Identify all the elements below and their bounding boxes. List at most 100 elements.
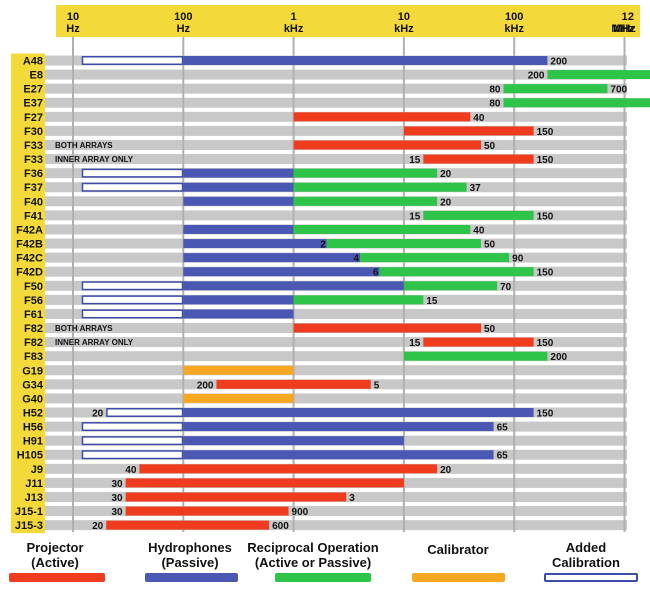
bar-projector xyxy=(139,464,438,474)
bar-hydrophone xyxy=(183,267,380,277)
legend-label-line1: Hydrophones xyxy=(148,540,232,555)
end-label: 40 xyxy=(473,225,485,236)
device-name: H56 xyxy=(23,422,43,434)
bar-hydrophone xyxy=(183,168,294,178)
bar-reciprocal xyxy=(293,295,424,305)
tick-label-value: 10 xyxy=(398,11,410,23)
legend-swatch-projector xyxy=(9,573,105,582)
bar-reciprocal xyxy=(503,84,608,94)
bar-calibrator xyxy=(183,393,294,403)
bar-added-calibration xyxy=(81,168,184,178)
bar-reciprocal xyxy=(293,224,471,234)
legend-label-line1: Projector xyxy=(26,540,84,555)
start-label: 30 xyxy=(112,507,124,518)
bar-hydrophone xyxy=(183,239,327,249)
device-name: J9 xyxy=(31,464,43,476)
bar-reciprocal xyxy=(423,210,534,220)
start-label: 15 xyxy=(409,155,421,166)
bar-reciprocal xyxy=(293,182,467,192)
legend-swatch-added xyxy=(544,573,638,582)
start-label: 20 xyxy=(92,409,104,420)
row-note: INNER ARRAY ONLY xyxy=(55,338,134,347)
bar-projector xyxy=(293,140,481,150)
bar-projector xyxy=(216,379,371,389)
device-name: F36 xyxy=(24,168,43,180)
end-label: 700 xyxy=(610,85,627,96)
row-stripe xyxy=(45,125,627,136)
bar-hydrophone xyxy=(183,436,404,446)
device-name: J11 xyxy=(25,478,43,490)
end-label: 150 xyxy=(537,338,554,349)
device-name: F33 xyxy=(24,154,43,166)
legend-label-calibrator: Calibrator xyxy=(378,542,538,557)
bar-hydrophone xyxy=(183,224,294,234)
bar-hydrophone xyxy=(183,281,404,291)
bar-reciprocal xyxy=(360,253,510,263)
bar-calibrator xyxy=(183,365,294,375)
end-label: 150 xyxy=(537,268,554,279)
end-label: 15 xyxy=(426,296,438,307)
bar-reciprocal xyxy=(326,239,481,249)
start-label: 80 xyxy=(489,99,501,110)
end-label: 40 xyxy=(473,113,485,124)
device-name: J13 xyxy=(25,492,43,504)
device-name: H105 xyxy=(17,450,43,462)
name-column-band xyxy=(11,53,45,534)
bar-projector xyxy=(106,520,270,530)
row-stripe xyxy=(45,393,627,404)
bar-hydrophone xyxy=(183,196,294,206)
device-name: F37 xyxy=(24,182,43,194)
bar-reciprocal xyxy=(293,168,438,178)
bar-hydrophone xyxy=(183,56,548,65)
row-note: BOTH ARRAYS xyxy=(55,141,113,150)
row-stripe xyxy=(45,308,627,319)
device-name: F83 xyxy=(24,351,43,363)
bar-projector xyxy=(125,478,404,488)
row-stripe xyxy=(45,154,627,165)
device-name: A48 xyxy=(23,56,43,68)
row-stripe xyxy=(45,83,627,94)
end-label: 150 xyxy=(537,211,554,222)
device-name-column: A48 E8 E27 E37 F27 F30 F33 F33 F36 F37 F40 F41 F42A F… xyxy=(11,53,45,534)
legend-label-hydrophone: Hydrophones (Passive) xyxy=(110,540,270,570)
legend-label-line2: (Active or Passive) xyxy=(254,555,372,570)
end-label: 50 xyxy=(484,141,496,152)
bar-added-calibration xyxy=(81,422,184,432)
row-note: INNER ARRAY ONLY xyxy=(55,155,134,164)
bar-hydrophone xyxy=(183,408,534,417)
device-name: G34 xyxy=(22,379,44,391)
bar-projector xyxy=(293,323,481,333)
legend-label-line2: (Active) xyxy=(31,555,79,570)
end-label: 65 xyxy=(497,423,509,434)
device-name: E8 xyxy=(30,70,43,82)
bar-reciprocal xyxy=(403,351,548,361)
legend-swatch-calibrator xyxy=(412,573,505,582)
device-name: E37 xyxy=(23,98,43,110)
device-name: F61 xyxy=(24,309,43,321)
end-label: 50 xyxy=(484,240,496,251)
device-name: F27 xyxy=(24,112,43,124)
start-label: 15 xyxy=(409,338,421,349)
row-stripe xyxy=(45,210,627,221)
bar-hydrophone xyxy=(183,295,294,305)
end-label: 37 xyxy=(470,183,482,194)
legend-label-line2: (Passive) xyxy=(161,555,219,570)
start-label: 30 xyxy=(112,479,124,490)
tick-label-value: 100 xyxy=(174,11,192,23)
row-stripe xyxy=(45,351,627,362)
legend-label-line2: Calibration xyxy=(552,555,620,570)
row-stripe xyxy=(45,69,627,80)
end-label: 150 xyxy=(537,127,554,138)
end-label: 3 xyxy=(349,493,355,504)
row-stripe xyxy=(45,337,627,348)
end-label: 150 xyxy=(537,409,554,420)
bar-projector xyxy=(293,112,471,122)
end-label: 200 xyxy=(550,57,567,68)
row-stripe xyxy=(45,97,627,108)
row-stripe xyxy=(45,365,627,376)
tick-label-value: 1 xyxy=(621,11,627,23)
bar-projector xyxy=(125,506,289,516)
bar-labels: BOTH ARRAYS INNER ARRAY ONLY BOTH ARRAYS IN… xyxy=(55,57,628,533)
